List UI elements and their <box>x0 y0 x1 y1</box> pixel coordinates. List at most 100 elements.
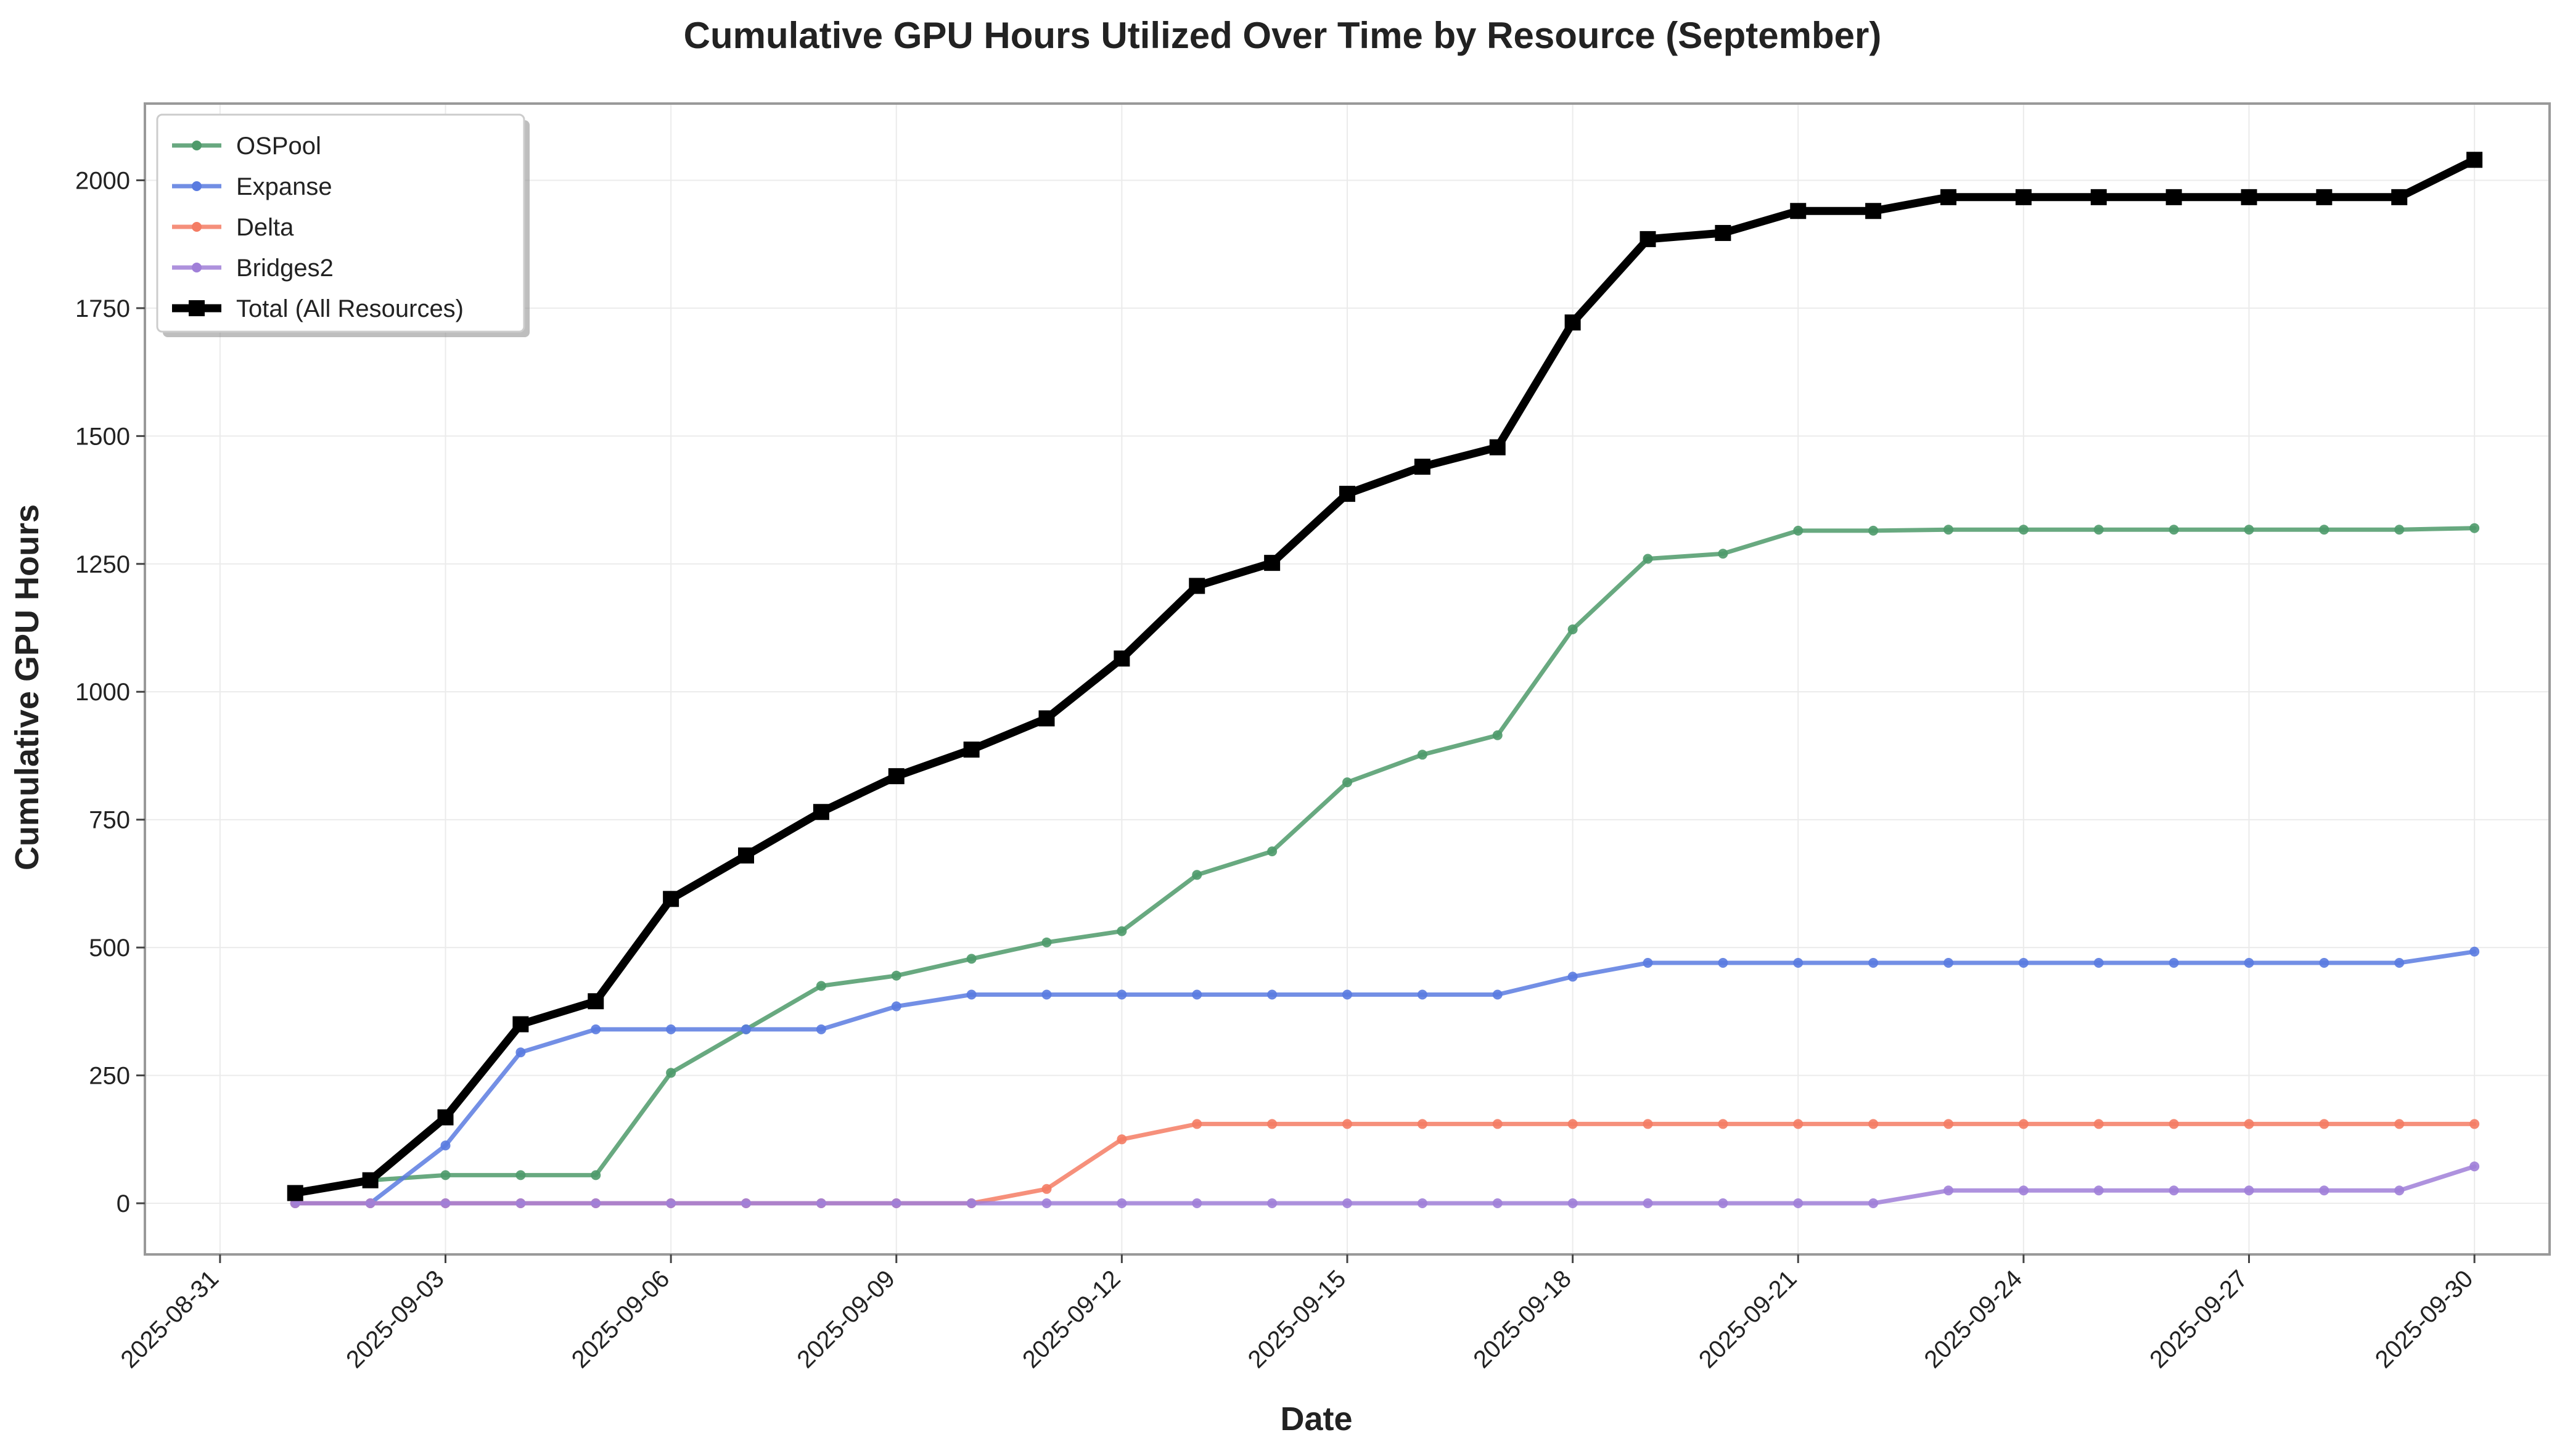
data-point <box>1492 730 1503 740</box>
data-point <box>512 1016 529 1033</box>
data-point <box>2244 1185 2254 1196</box>
y-tick-label: 1500 <box>75 423 130 450</box>
chart-title: Cumulative GPU Hours Utilized Over Time … <box>684 15 1882 56</box>
data-point <box>1793 958 1804 968</box>
legend-item: Delta <box>172 214 294 241</box>
data-point <box>1640 231 1656 247</box>
grid-lines <box>145 104 2550 1254</box>
data-point <box>1267 1119 1278 1129</box>
data-point <box>1492 1198 1503 1209</box>
data-point <box>1868 1119 1879 1129</box>
data-point <box>966 954 977 964</box>
legend-label: OSPool <box>236 133 321 160</box>
y-tick-label: 250 <box>89 1063 130 1090</box>
data-point <box>741 1198 751 1209</box>
data-point <box>1417 1198 1427 1209</box>
data-point <box>2018 958 2029 968</box>
data-point <box>2469 523 2480 533</box>
legend-swatch-marker <box>192 263 202 272</box>
data-point <box>741 1024 751 1034</box>
legend-item: Total (All Resources) <box>172 295 464 322</box>
legend-label: Bridges2 <box>236 255 334 282</box>
data-point <box>287 1185 303 1201</box>
data-point <box>2316 189 2333 205</box>
data-point <box>1041 1184 1052 1194</box>
y-tick-label: 500 <box>89 935 130 962</box>
data-point <box>2394 1185 2405 1196</box>
data-point <box>2469 1161 2480 1172</box>
data-point <box>1567 971 1578 982</box>
data-point <box>1718 958 1728 968</box>
y-tick-label: 750 <box>89 807 130 834</box>
data-point <box>1114 650 1130 667</box>
data-point <box>1940 189 1956 205</box>
legend: OSPool Expanse Delta Bridges2 Total (All Res… <box>156 113 530 337</box>
data-point <box>1192 870 1202 880</box>
data-point <box>2018 1119 2029 1129</box>
data-point <box>1117 1198 1127 1209</box>
data-point <box>2319 1119 2329 1129</box>
data-point <box>1718 549 1728 559</box>
data-point <box>1041 1198 1052 1209</box>
data-point <box>666 1024 676 1034</box>
data-point <box>1567 1119 1578 1129</box>
data-point <box>891 1198 901 1209</box>
data-point <box>816 1198 826 1209</box>
data-point <box>1715 224 1731 241</box>
data-point <box>1793 525 1804 536</box>
series-line <box>293 949 2477 1206</box>
data-point <box>1567 1198 1578 1209</box>
series-bridges2 <box>290 1161 2480 1209</box>
legend-swatch-marker <box>192 181 202 191</box>
data-point <box>888 768 905 785</box>
data-point <box>2093 525 2104 535</box>
data-point <box>440 1198 451 1209</box>
data-point <box>1342 1198 1352 1209</box>
legend-label: Total (All Resources) <box>236 295 464 322</box>
data-point <box>1117 989 1127 1000</box>
data-point <box>663 891 679 907</box>
data-point <box>816 981 826 991</box>
data-point <box>1267 1198 1278 1209</box>
data-point <box>2394 958 2405 968</box>
data-point <box>591 1024 601 1034</box>
data-point <box>515 1047 526 1058</box>
data-point <box>2015 189 2032 205</box>
series-line <box>291 155 2479 1197</box>
data-point <box>966 989 977 1000</box>
data-point <box>2469 1119 2480 1129</box>
data-point <box>515 1198 526 1209</box>
data-point <box>2319 958 2329 968</box>
data-point <box>515 1170 526 1180</box>
data-point <box>2093 1119 2104 1129</box>
data-point <box>1417 989 1427 1000</box>
data-point <box>666 1068 676 1078</box>
data-point <box>666 1198 676 1209</box>
y-tick-label: 0 <box>117 1190 130 1217</box>
data-point <box>1417 750 1427 760</box>
y-tick-label: 2000 <box>75 167 130 194</box>
data-point <box>440 1170 451 1180</box>
data-point <box>1790 203 1807 219</box>
data-point <box>1793 1198 1804 1209</box>
data-point <box>2241 189 2257 205</box>
data-point <box>1041 989 1052 1000</box>
data-point <box>2169 1119 2179 1129</box>
data-point <box>2093 1185 2104 1196</box>
data-point <box>1564 314 1581 331</box>
series-layer <box>287 152 2483 1209</box>
legend-item: Expanse <box>172 173 332 200</box>
data-point <box>1414 459 1430 475</box>
data-point <box>588 993 604 1010</box>
legend-swatch-marker <box>189 300 205 316</box>
legend-item: Bridges2 <box>172 255 334 282</box>
legend-swatch-marker <box>192 141 202 150</box>
data-point <box>591 1170 601 1180</box>
data-point <box>1489 439 1506 456</box>
data-point <box>2093 958 2104 968</box>
data-point <box>1567 624 1578 635</box>
data-point <box>963 742 980 758</box>
data-point <box>1868 525 1879 536</box>
legend-item: OSPool <box>172 133 321 160</box>
data-point <box>2018 1185 2029 1196</box>
